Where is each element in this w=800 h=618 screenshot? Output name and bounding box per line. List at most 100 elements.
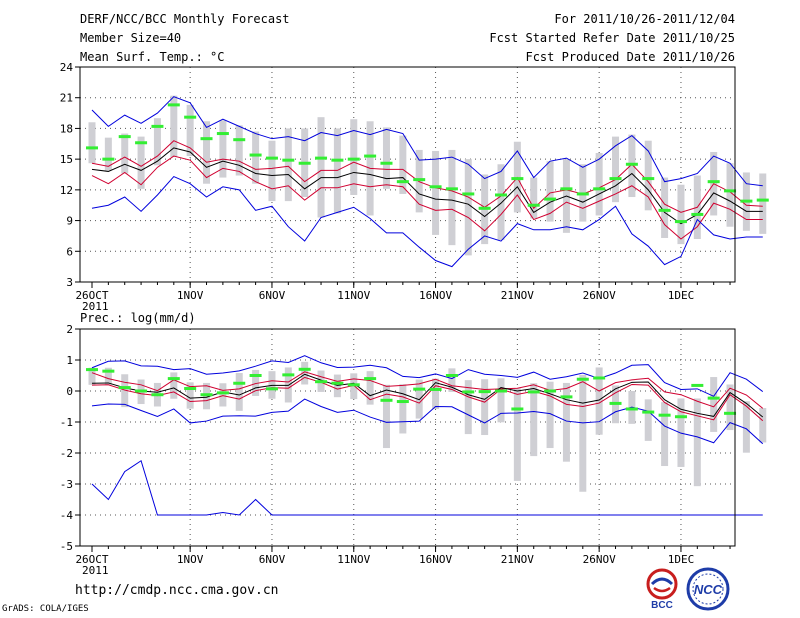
temp-median-4 xyxy=(151,124,164,128)
temp-median-28 xyxy=(544,197,557,201)
temp-median-35 xyxy=(658,208,671,212)
prec-median-2 xyxy=(118,386,131,390)
temp-median-14 xyxy=(315,156,328,160)
prec-box-24 xyxy=(481,379,489,436)
temp-ytick-label-5: 18 xyxy=(60,122,73,135)
grads-credit: GrADS: COLA/IGES xyxy=(2,604,89,614)
temp-median-23 xyxy=(462,192,475,196)
temp-xtick-label-0: 26OCT xyxy=(75,289,108,302)
temp-box-0 xyxy=(88,122,96,164)
member-size-label: Member Size=40 xyxy=(80,31,182,45)
prec-ytick-label-3: -2 xyxy=(60,447,73,460)
prec-median-28 xyxy=(544,389,557,393)
prec-median-35 xyxy=(658,413,671,417)
temp-ytick-label-2: 9 xyxy=(66,215,73,228)
prec-box-30 xyxy=(579,374,587,492)
prec-box-8 xyxy=(219,383,227,407)
temp-xtick-label-6: 26NOV xyxy=(583,289,616,302)
temp-box-36 xyxy=(677,184,685,245)
prec-box-9 xyxy=(235,373,243,411)
prec-median-15 xyxy=(331,381,344,385)
temp-panel-title: Mean Surf. Temp.: °C xyxy=(80,50,225,64)
prec-median-27 xyxy=(527,390,540,394)
prec-xtick-label-6: 26NOV xyxy=(583,553,616,566)
temp-median-0 xyxy=(86,146,98,150)
prec-median-39 xyxy=(724,411,737,415)
prec-xtick-label-2: 6NOV xyxy=(259,553,286,566)
ncc-logo-text: NCC xyxy=(694,582,723,597)
prec-upper-line xyxy=(91,371,764,409)
temp-xtick-label-5: 21NOV xyxy=(501,289,534,302)
temp-box-31 xyxy=(595,153,603,216)
prec-median-4 xyxy=(151,393,164,397)
temp-xtick-label-1: 1NOV xyxy=(177,289,204,302)
prec-ytick-label-7: 2 xyxy=(66,323,73,336)
prec-median-37 xyxy=(691,383,704,387)
prec-median-25 xyxy=(495,389,507,393)
temp-median-10 xyxy=(249,153,262,157)
temp-box-28 xyxy=(546,161,554,222)
prec-box-18 xyxy=(382,384,390,449)
temp-mean-line xyxy=(91,147,763,225)
temp-median-8 xyxy=(216,132,229,136)
prec-ytick-label-4: -1 xyxy=(60,416,73,429)
prec-xlabel-year: 2011 xyxy=(82,564,109,577)
prec-median-33 xyxy=(625,407,638,411)
temp-median-31 xyxy=(593,187,606,191)
footer-url[interactable]: http://cmdp.ncc.cma.gov.cn xyxy=(75,583,279,598)
prec-box-17 xyxy=(366,371,374,405)
temp-median-19 xyxy=(396,180,409,184)
temp-median-18 xyxy=(380,161,393,165)
prec-median-10 xyxy=(249,374,262,377)
prec-median-20 xyxy=(413,387,426,391)
prec-plot-frame xyxy=(79,328,736,547)
temp-xlabel-year: 2011 xyxy=(82,300,109,313)
temp-ytick-label-0: 3 xyxy=(66,276,73,289)
prec-box-21 xyxy=(432,378,440,409)
prec-median-31 xyxy=(593,376,606,380)
prec-median-24 xyxy=(478,390,491,394)
prec-box-1 xyxy=(104,367,112,385)
temp-upper-line xyxy=(91,140,763,213)
prec-ytick-label-6: 1 xyxy=(66,354,73,367)
prec-median-36 xyxy=(674,415,687,419)
prec-box-23 xyxy=(464,380,472,435)
temp-box-16 xyxy=(350,119,358,195)
temp-median-40 xyxy=(740,199,753,203)
prec-ytick-label-5: 0 xyxy=(66,385,73,398)
fcst-started-date: Fcst Started Refer Date 2011/10/25 xyxy=(489,31,735,45)
prec-box-31 xyxy=(595,367,603,435)
prec-median-14 xyxy=(315,380,328,384)
prec-median-34 xyxy=(642,410,655,414)
temp-xtick-label-7: 1DEC xyxy=(668,289,695,302)
prec-median-9 xyxy=(233,381,246,385)
prec-box-39 xyxy=(726,384,734,431)
temp-median-1 xyxy=(102,157,115,161)
temp-box-10 xyxy=(252,131,260,184)
temp-median-33 xyxy=(625,162,638,166)
prec-median-8 xyxy=(216,391,229,395)
temp-median-11 xyxy=(265,156,278,160)
temp-box-39 xyxy=(726,163,734,227)
prec-box-5 xyxy=(170,372,178,399)
prec-median-21 xyxy=(429,387,442,391)
prec-median-0 xyxy=(86,368,98,372)
prec-box-35 xyxy=(661,402,669,467)
temp-xtick-label-4: 16NOV xyxy=(419,289,452,302)
prec-box-28 xyxy=(546,381,554,449)
prec-box-34 xyxy=(644,399,652,441)
prec-median-17 xyxy=(364,377,377,381)
prec-median-30 xyxy=(576,377,589,381)
prec-min-line xyxy=(91,398,764,445)
temp-plot-frame xyxy=(79,66,736,283)
chart-title: DERF/NCC/BCC Monthly Forecast xyxy=(80,12,290,26)
prec-panel-title: Prec.: log(mm/d) xyxy=(80,311,196,325)
prec-median-11 xyxy=(265,387,278,391)
temp-median-26 xyxy=(511,177,524,181)
prec-median-26 xyxy=(511,407,524,411)
temp-median-37 xyxy=(691,212,704,216)
temp-median-27 xyxy=(527,203,540,207)
prec-max-line xyxy=(91,355,764,397)
forecast-period: For 2011/10/26-2011/12/04 xyxy=(554,12,735,26)
